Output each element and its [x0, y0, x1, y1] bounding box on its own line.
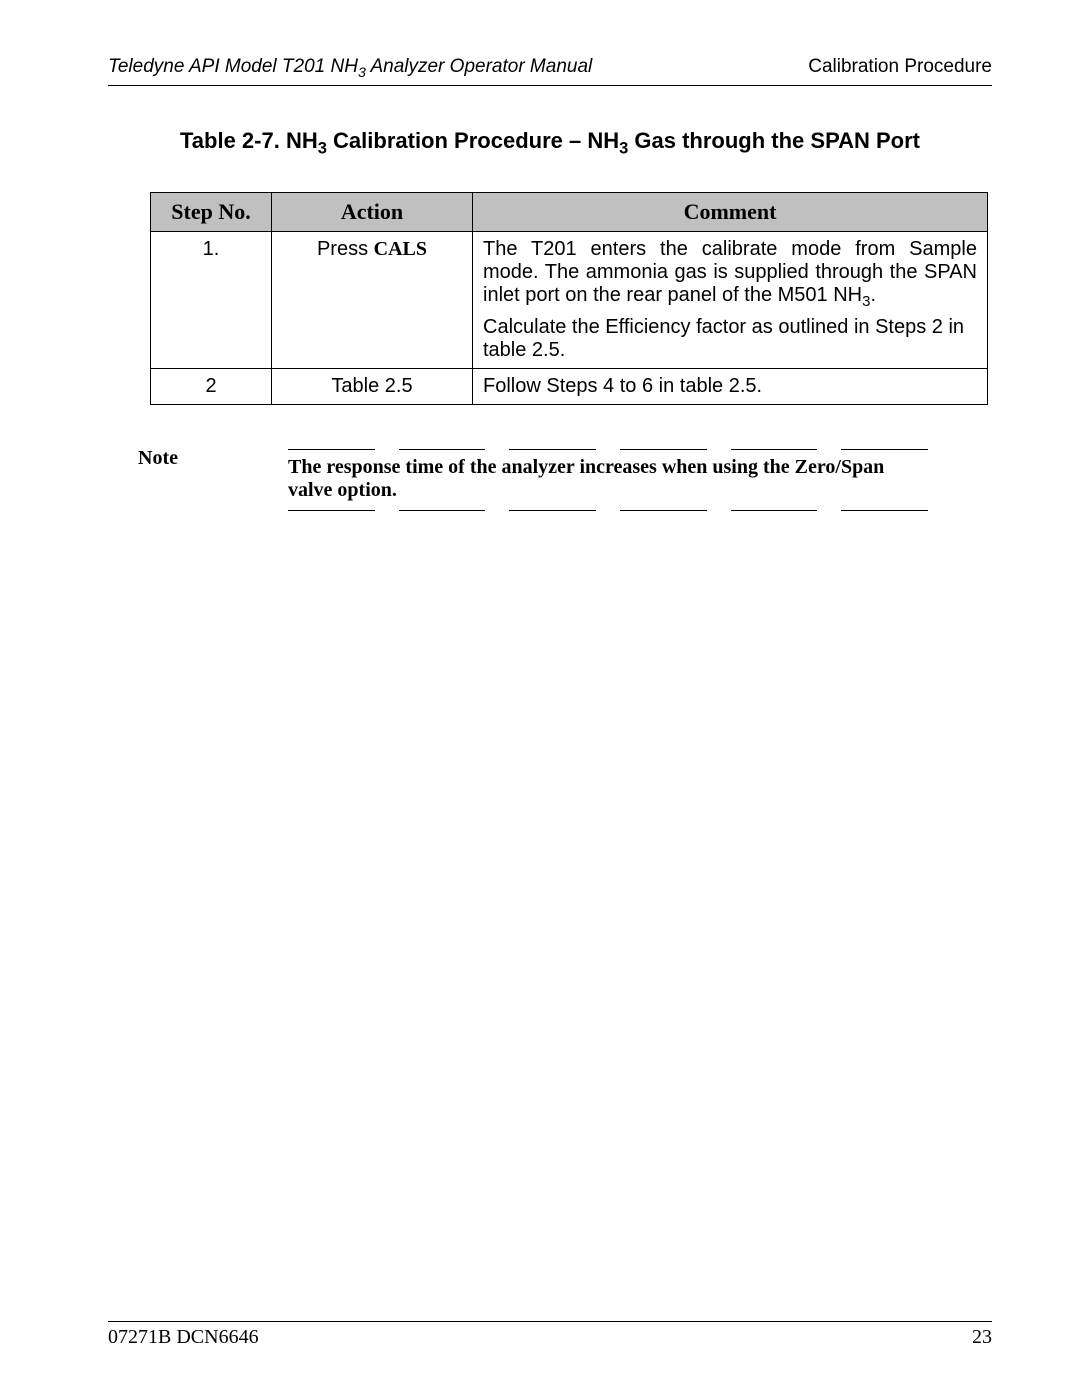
dash	[399, 449, 486, 450]
action-pre: Press	[317, 238, 374, 260]
dash	[731, 510, 818, 511]
note-body: The response time of the analyzer increa…	[288, 447, 928, 517]
note-label: Note	[138, 447, 288, 517]
table-header-row: Step No. Action Comment	[151, 193, 988, 232]
note-dashes-bottom	[288, 510, 928, 511]
dash	[841, 510, 928, 511]
footer-right: 23	[972, 1326, 992, 1349]
footer-rule	[108, 1321, 992, 1322]
cell-step: 1.	[151, 232, 272, 369]
header-right: Calibration Procedure	[808, 56, 992, 78]
cell-comment: The T201 enters the calibrate mode from …	[473, 232, 988, 369]
dash	[620, 449, 707, 450]
action-bold: CALS	[374, 238, 427, 260]
header-left-suffix: Analyzer Operator Manual	[366, 56, 592, 77]
table-row: 2 Table 2.5 Follow Steps 4 to 6 in table…	[151, 369, 988, 405]
cell-step: 2	[151, 369, 272, 405]
dash	[620, 510, 707, 511]
header-left: Teledyne API Model T201 NH3 Analyzer Ope…	[108, 56, 592, 81]
caption-s1: 3	[318, 139, 327, 157]
header-left-sub: 3	[358, 65, 366, 81]
header-rule	[108, 85, 992, 86]
comment-p1-a: The T201 enters the calibrate mode from …	[483, 238, 977, 306]
dash	[841, 449, 928, 450]
footer-row: 07271B DCN6646 23	[108, 1326, 992, 1349]
caption-p2: Calibration Procedure – NH	[327, 128, 619, 153]
dash	[288, 510, 375, 511]
dash	[399, 510, 486, 511]
cell-comment: Follow Steps 4 to 6 in table 2.5.	[473, 369, 988, 405]
page-footer: 07271B DCN6646 23	[108, 1321, 992, 1349]
comment-p1: The T201 enters the calibrate mode from …	[483, 238, 977, 310]
procedure-table: Step No. Action Comment 1. Press CALS Th…	[150, 192, 988, 405]
col-header-action: Action	[272, 193, 473, 232]
col-header-step: Step No.	[151, 193, 272, 232]
col-header-comment: Comment	[473, 193, 988, 232]
dash	[731, 449, 818, 450]
note-block: Note The response time of the analyzer i…	[138, 447, 928, 517]
page: Teledyne API Model T201 NH3 Analyzer Ope…	[0, 0, 1080, 1397]
note-dashes-top	[288, 449, 928, 450]
dash	[288, 449, 375, 450]
table-row: 1. Press CALS The T201 enters the calibr…	[151, 232, 988, 369]
caption-p1: Table 2-7. NH	[180, 128, 318, 153]
cell-action: Table 2.5	[272, 369, 473, 405]
comment-p1-b: .	[870, 284, 876, 306]
comment-p2: Calculate the Efficiency factor as outli…	[483, 316, 977, 362]
footer-left: 07271B DCN6646	[108, 1326, 259, 1349]
header-left-prefix: Teledyne API Model T201 NH	[108, 56, 358, 77]
dash	[509, 449, 596, 450]
note-text: The response time of the analyzer increa…	[288, 456, 928, 502]
cell-action: Press CALS	[272, 232, 473, 369]
caption-s2: 3	[619, 139, 628, 157]
page-header: Teledyne API Model T201 NH3 Analyzer Ope…	[108, 56, 992, 81]
dash	[509, 510, 596, 511]
caption-p3: Gas through the SPAN Port	[628, 128, 920, 153]
table-caption: Table 2-7. NH3 Calibration Procedure – N…	[108, 128, 992, 158]
